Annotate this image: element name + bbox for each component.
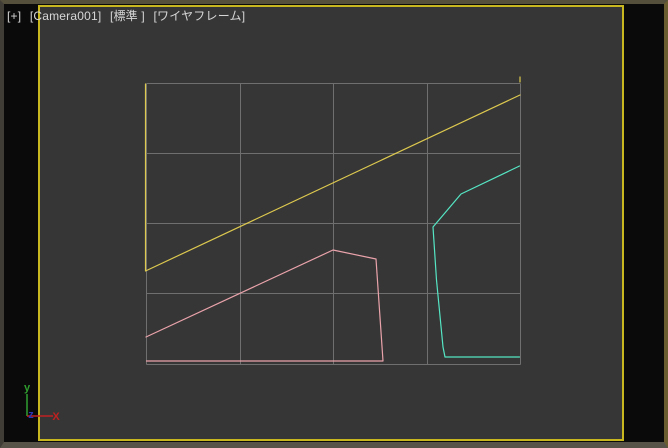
yellow-spline-object[interactable] [144, 83, 521, 272]
viewport-pov-menu[interactable]: [+] [7, 9, 22, 23]
right-black-margin [624, 4, 664, 442]
viewport-label: [+] [Camera001] [標準 ] [ワイヤフレーム] [7, 9, 250, 24]
viewport-rendermode-menu[interactable]: [ワイヤフレーム] [153, 9, 246, 23]
pink-spline-object[interactable] [145, 249, 384, 362]
cyan-spline-object[interactable] [432, 165, 521, 358]
camera-viewport[interactable] [38, 5, 624, 441]
viewport-shading-menu[interactable]: [標準 ] [109, 9, 145, 23]
left-black-margin [4, 4, 38, 442]
viewport-camera-menu[interactable]: [Camera001] [29, 9, 102, 23]
